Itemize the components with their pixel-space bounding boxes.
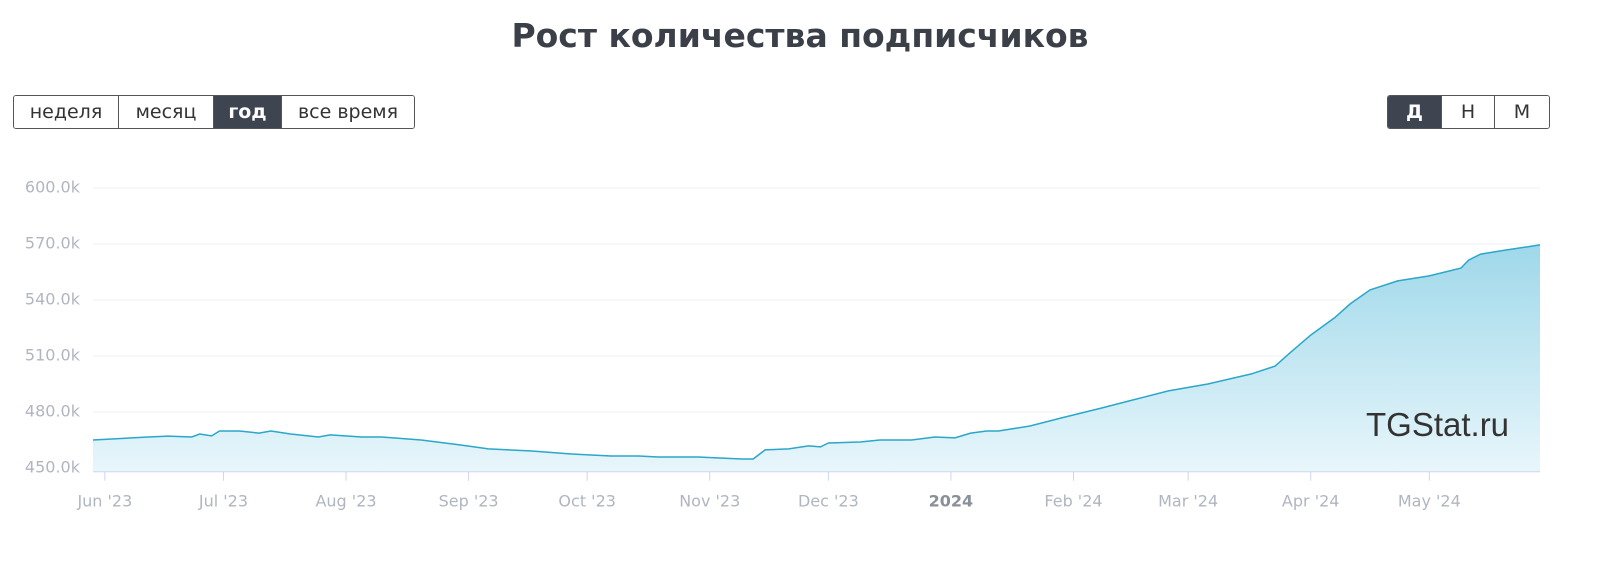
period-buttons: неделя месяц год все время bbox=[13, 95, 415, 129]
x-tick-label: Oct '23 bbox=[558, 492, 616, 511]
y-tick-label: 510.0k bbox=[25, 345, 81, 364]
area-fill bbox=[93, 244, 1540, 472]
toggle-button[interactable]: год bbox=[213, 96, 281, 128]
x-tick-label: Apr '24 bbox=[1282, 492, 1340, 511]
toggle-button[interactable]: Н bbox=[1441, 96, 1494, 128]
y-tick-label: 600.0k bbox=[25, 178, 81, 197]
toggle-button[interactable]: все время bbox=[281, 96, 414, 128]
toggle-button[interactable]: месяц bbox=[118, 96, 213, 128]
x-tick-label: Jul '23 bbox=[198, 492, 248, 511]
y-tick-label: 450.0k bbox=[25, 457, 81, 476]
x-tick-label: Sep '23 bbox=[439, 492, 499, 511]
y-tick-label: 540.0k bbox=[25, 289, 81, 308]
x-tick-label: Nov '23 bbox=[679, 492, 740, 511]
toggle-button[interactable]: неделя bbox=[14, 96, 118, 128]
x-tick-label: Mar '24 bbox=[1158, 492, 1218, 511]
area-line bbox=[92, 244, 1541, 460]
watermark: TGStat.ru bbox=[1366, 406, 1510, 443]
toggle-button[interactable]: Д bbox=[1388, 96, 1441, 128]
x-tick-label: Aug '23 bbox=[315, 492, 376, 511]
x-tick-label: Jun '23 bbox=[76, 492, 132, 511]
x-tick-label: Feb '24 bbox=[1044, 492, 1102, 511]
toggle-button[interactable]: М bbox=[1494, 96, 1549, 128]
y-tick-label: 570.0k bbox=[25, 233, 81, 252]
x-tick-label: 2024 bbox=[929, 492, 974, 511]
y-tick-label: 480.0k bbox=[25, 401, 81, 420]
x-tick-label: May '24 bbox=[1398, 492, 1461, 511]
x-tick-label: Dec '23 bbox=[798, 492, 859, 511]
title: Рост количества подписчиков bbox=[511, 16, 1089, 55]
